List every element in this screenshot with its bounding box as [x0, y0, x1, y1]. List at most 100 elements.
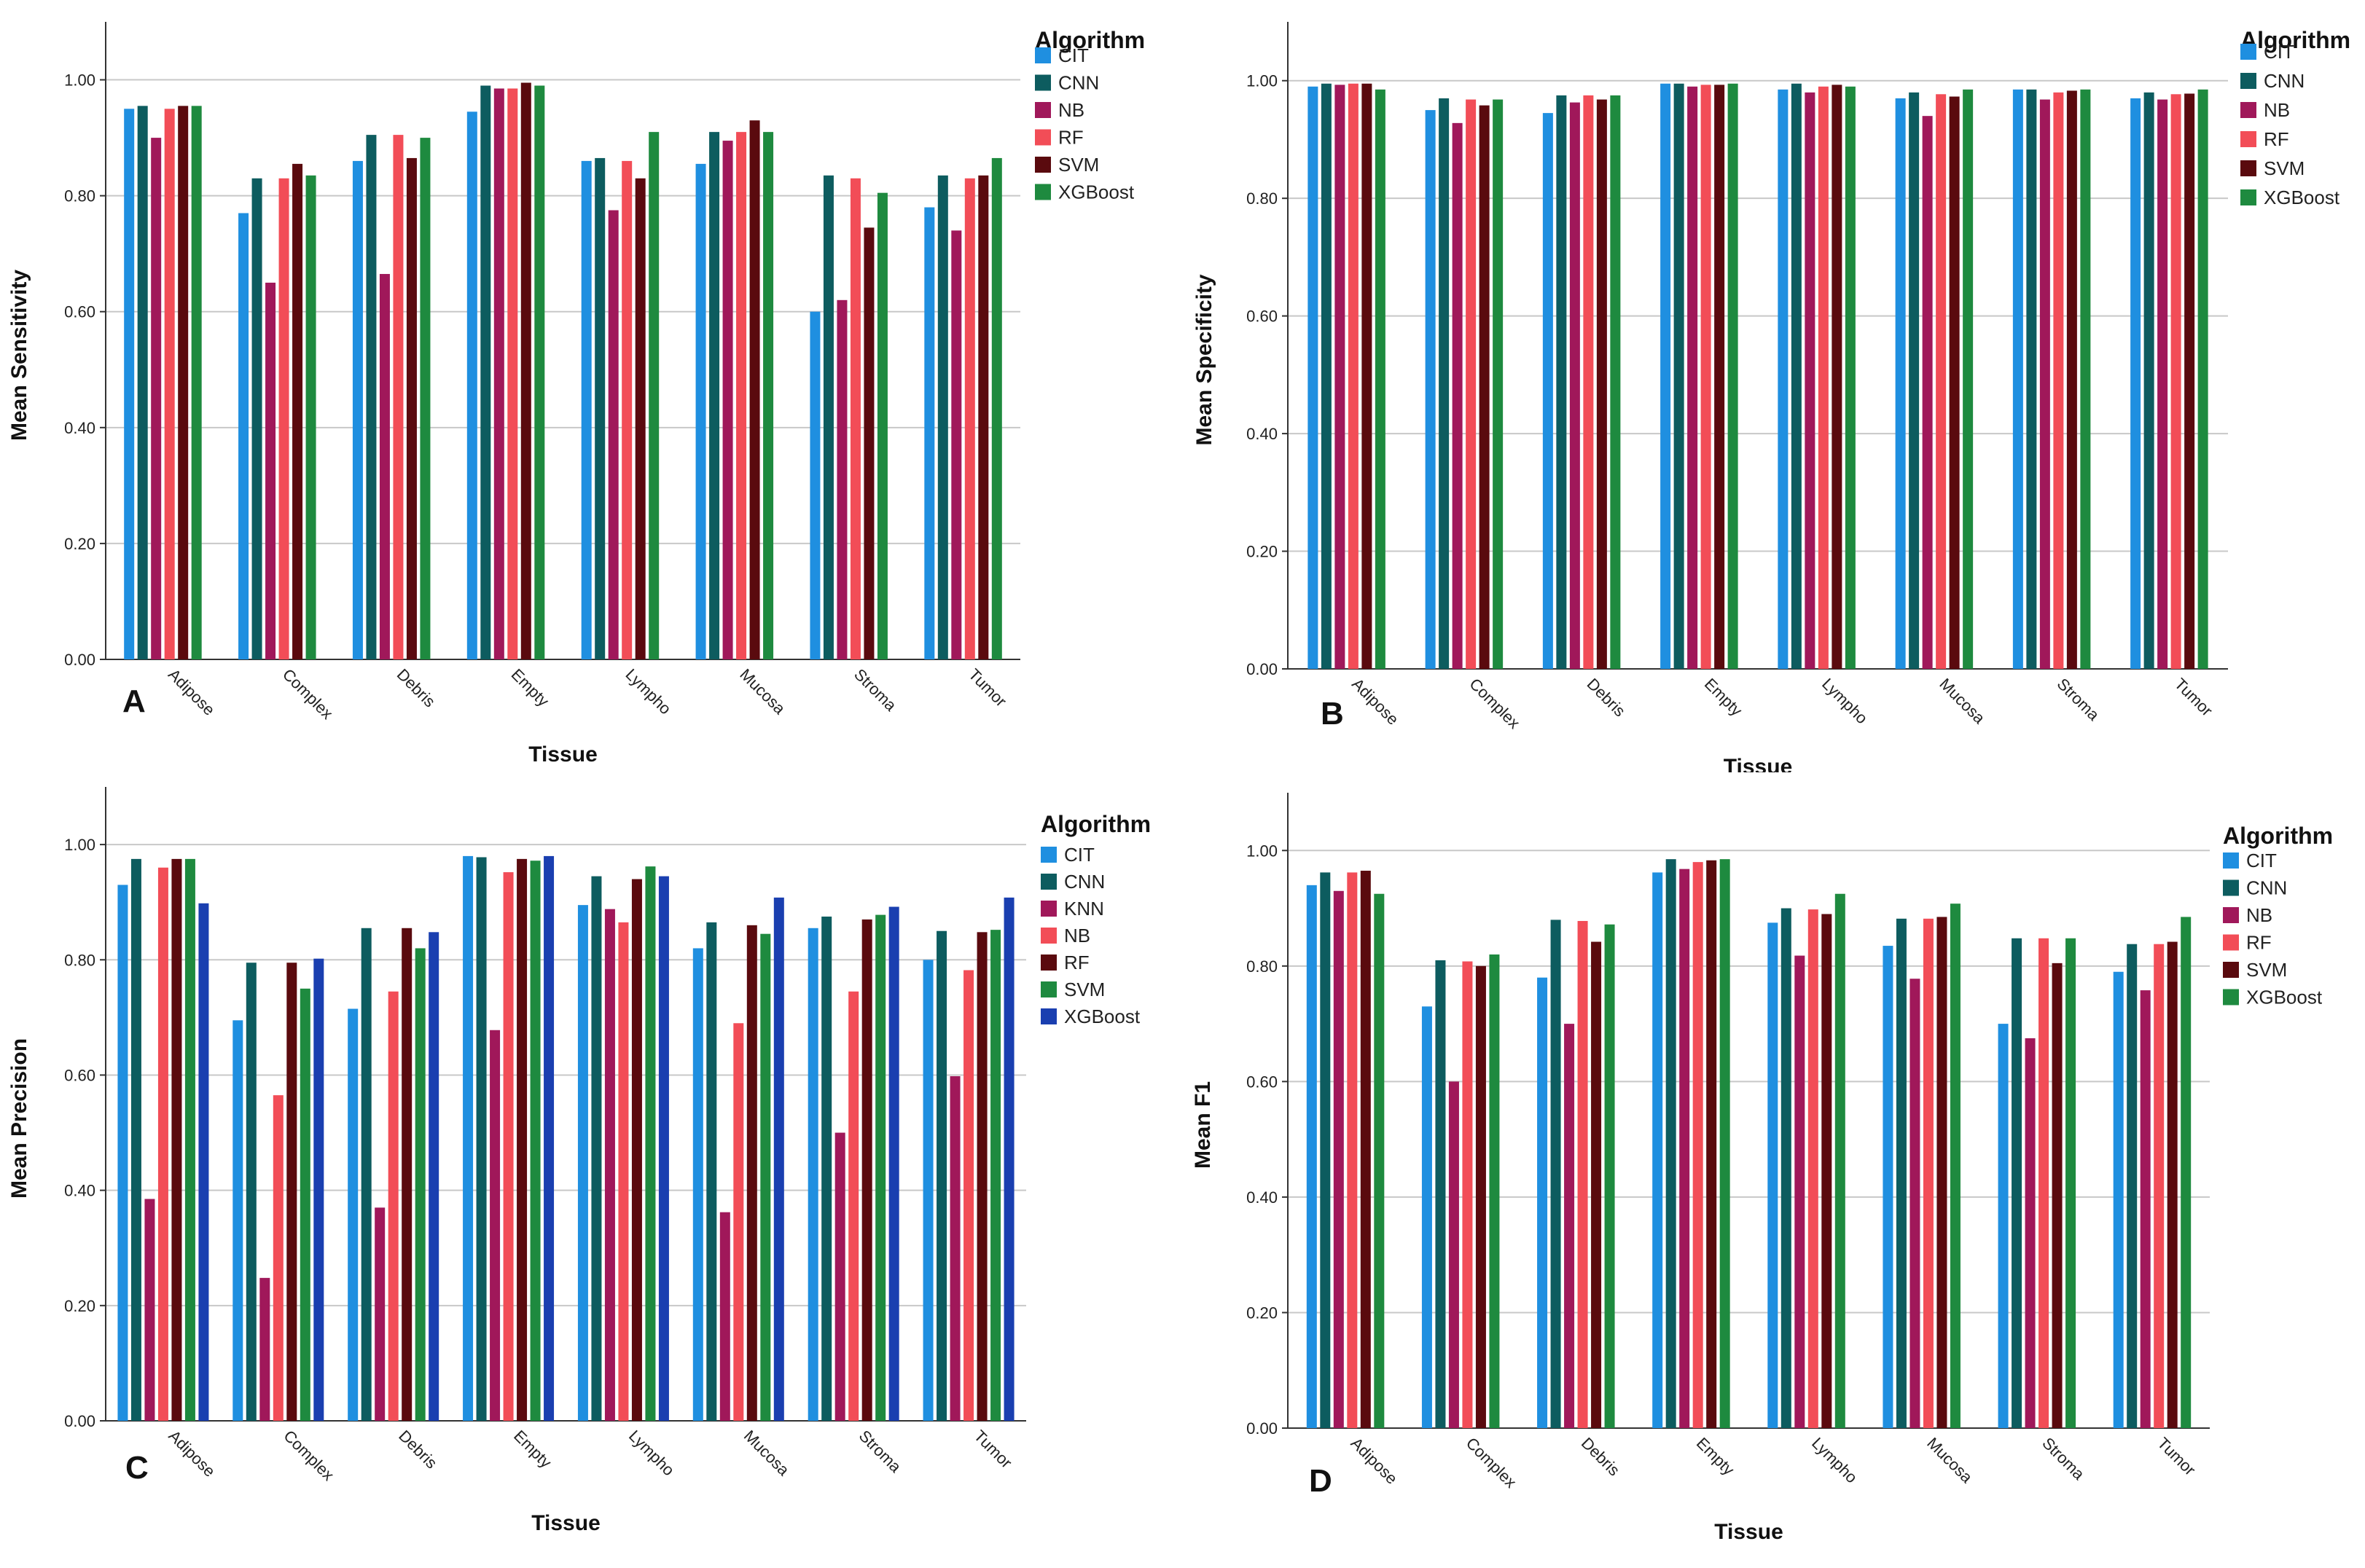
bar-cnn-mucosa [1909, 92, 1920, 669]
bar-nb-tumor [2157, 99, 2168, 669]
panel-a: 0.00 0.20 0.40 0.60 0.80 1.00 Adipose Complex De… [0, 0, 1182, 772]
y-tick-label: 0.60 [64, 1066, 95, 1084]
bar-rf-empty [1700, 85, 1711, 670]
legend-swatch-cit [2223, 852, 2239, 869]
bar-cnn-debris [1550, 920, 1561, 1428]
bar-cnn-tumor [937, 930, 947, 1421]
x-tick-label: Lympho [1808, 1434, 1861, 1486]
bar-svm-lympho [635, 178, 646, 660]
bar-xgboost-adipose [1374, 893, 1385, 1428]
bar-nb-adipose [1334, 85, 1345, 670]
bar-xgboost-stroma [2080, 89, 2091, 669]
plot-area [106, 787, 1026, 1421]
bar-svm-complex [1479, 105, 1490, 670]
bar-nb-complex [273, 1095, 284, 1421]
legend-swatch-xgboost [1035, 184, 1051, 200]
x-tick-label: Mucosa [1936, 675, 1989, 728]
x-tick-label: Adipose [1348, 675, 1402, 729]
bar-cnn-lympho [1780, 908, 1791, 1428]
bar-cnn-empty [1673, 83, 1684, 670]
bar-rf-adipose [171, 858, 182, 1421]
legend-swatch-rf [2240, 131, 2256, 147]
legend-label-rf: RF [2264, 128, 2289, 150]
bar-cnn-lympho [591, 876, 602, 1421]
bar-xgboost-stroma [877, 192, 888, 660]
bar-rf-lympho [631, 879, 642, 1421]
legend-swatch-svm [1035, 157, 1051, 173]
y-tick-label: 0.80 [64, 187, 95, 205]
bar-xgboost-tumor [991, 157, 1002, 659]
bar-nb-complex [1448, 1081, 1459, 1428]
bar-cnn-stroma [2026, 89, 2037, 669]
bar-cnn-adipose [1321, 83, 1332, 670]
bar-xgboost-complex [1489, 954, 1500, 1428]
bar-nb-mucosa [733, 1023, 744, 1421]
legend-label-xgboost: XGBoost [1058, 181, 1135, 203]
legend-swatch-cnn [1035, 74, 1051, 91]
bar-svm-lympho [1821, 914, 1832, 1428]
bar-cnn-debris [366, 135, 377, 659]
bar-xgboost-mucosa [773, 897, 784, 1421]
bar-xgboost-lympho [1834, 893, 1845, 1428]
panel-b: 0.00 0.20 0.40 0.60 0.80 1.00 Adipose Complex De… [1182, 0, 2365, 779]
bar-cit-empty [466, 111, 477, 659]
chart-c: 0.00 0.20 0.40 0.60 0.80 1.00 Adipose Complex De… [7, 787, 1151, 1535]
x-tick-label: Mucosa [1923, 1434, 1977, 1487]
bar-nb-stroma [2039, 99, 2050, 669]
bar-xgboost-tumor [1004, 897, 1015, 1421]
bar-rf-adipose [1348, 83, 1359, 670]
bar-knn-complex [259, 1277, 270, 1421]
bar-nb-tumor [2140, 990, 2151, 1428]
x-tick-label: Empty [508, 665, 553, 710]
legend-label-svm: SVM [1064, 979, 1105, 1000]
bar-nb-empty [1679, 869, 1690, 1428]
bar-cit-tumor [2113, 971, 2124, 1428]
bar-xgboost-empty [1727, 83, 1738, 670]
x-tick-label: Debris [1584, 675, 1630, 721]
y-tick-label: 0.40 [1246, 425, 1278, 443]
bar-cnn-stroma [821, 916, 832, 1421]
legend-swatch-nb [1035, 102, 1051, 118]
bar-nb-stroma [837, 299, 848, 659]
bar-cnn-mucosa [709, 132, 720, 660]
legend-swatch-rf [1035, 129, 1051, 146]
legend-label-nb: NB [2264, 99, 2290, 121]
bar-cit-debris [352, 160, 363, 660]
bar-xgboost-complex [305, 175, 316, 659]
bar-cnn-complex [1435, 960, 1446, 1428]
y-tick-label: 0.20 [64, 1297, 95, 1315]
bar-cnn-lympho [595, 157, 606, 659]
legend-label-nb: NB [1064, 925, 1090, 946]
bar-nb-lympho [1794, 955, 1805, 1428]
bar-xgboost-stroma [888, 906, 899, 1421]
panel-letter-c: C [125, 1450, 149, 1486]
legend-swatch-nb [2240, 102, 2256, 118]
bar-cit-adipose [1306, 885, 1317, 1428]
bar-nb-empty [503, 872, 514, 1421]
x-tick-label: Lympho [622, 665, 674, 718]
bar-cit-mucosa [1895, 98, 1906, 670]
bar-rf-mucosa [1923, 918, 1934, 1428]
legend-swatch-rf [1041, 954, 1057, 971]
bar-nb-mucosa [1909, 979, 1920, 1428]
y-tick-label: 0.60 [1246, 307, 1278, 326]
bar-rf-empty [1692, 862, 1703, 1428]
bar-svm-debris [415, 948, 426, 1421]
legend-title: Algorithm [2223, 823, 2333, 849]
bar-cnn-empty [1665, 859, 1676, 1428]
bar-nb-lympho [608, 210, 619, 660]
bar-cit-tumor [924, 207, 935, 660]
bar-rf-stroma [2053, 92, 2064, 669]
bar-svm-lympho [1832, 85, 1842, 670]
x-tick-label: Adipose [165, 665, 219, 719]
legend-label-cit: CIT [2246, 850, 2277, 871]
bar-cit-mucosa [695, 163, 706, 660]
bar-svm-mucosa [1936, 917, 1947, 1428]
y-tick-label: 0.20 [64, 535, 95, 553]
bar-svm-lympho [645, 866, 656, 1421]
x-tick-label: Debris [1578, 1434, 1624, 1480]
bar-svm-tumor [990, 930, 1001, 1421]
legend-label-cnn: CNN [2264, 70, 2305, 92]
y-tick-label: 0.40 [64, 419, 95, 437]
bar-cnn-mucosa [1896, 918, 1907, 1428]
